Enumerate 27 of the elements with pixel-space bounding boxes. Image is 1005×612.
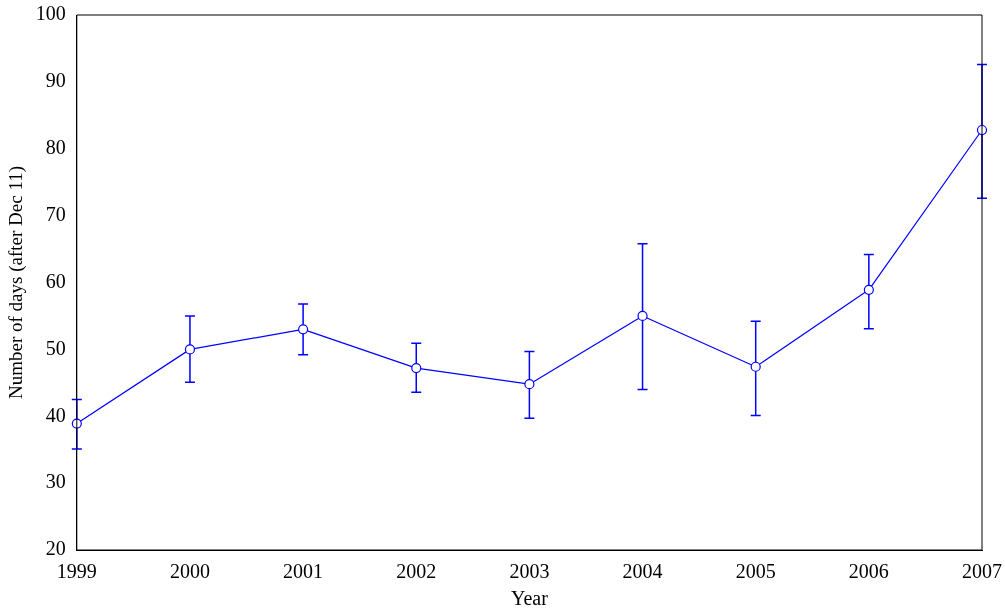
point bbox=[524, 379, 535, 390]
x-tick-label: 2007 bbox=[962, 560, 1002, 583]
y-tick-label: 70 bbox=[45, 202, 66, 225]
x-tick-label: 2003 bbox=[509, 560, 550, 583]
y-tick-label: 90 bbox=[45, 69, 66, 92]
y-tick-label: 80 bbox=[45, 136, 66, 158]
x-tick-label: 2006 bbox=[848, 560, 889, 583]
y-tick-label: 30 bbox=[45, 470, 66, 493]
y-tick-label: 20 bbox=[45, 537, 66, 560]
point bbox=[298, 324, 309, 335]
x-axis-title: Year bbox=[510, 587, 549, 610]
x-tick-label: 2002 bbox=[396, 560, 437, 583]
x-tick-label: 2001 bbox=[283, 560, 324, 583]
point bbox=[411, 363, 422, 374]
point bbox=[863, 284, 874, 295]
point bbox=[637, 310, 648, 322]
y-tick-label: 60 bbox=[45, 269, 66, 292]
x-tick-label: 2004 bbox=[622, 560, 663, 583]
x-tick-label: 2005 bbox=[735, 560, 776, 583]
point bbox=[750, 361, 761, 372]
y-tick-label: 40 bbox=[45, 403, 66, 426]
x-tick-label: 1999 bbox=[56, 560, 97, 583]
point bbox=[184, 344, 196, 355]
y-tick-label: 100 bbox=[35, 2, 66, 25]
x-tick-label: 2000 bbox=[169, 560, 210, 583]
y-axis-title: Number of days (after Dec 11) bbox=[5, 165, 28, 400]
y-tick-label: 50 bbox=[45, 336, 66, 359]
